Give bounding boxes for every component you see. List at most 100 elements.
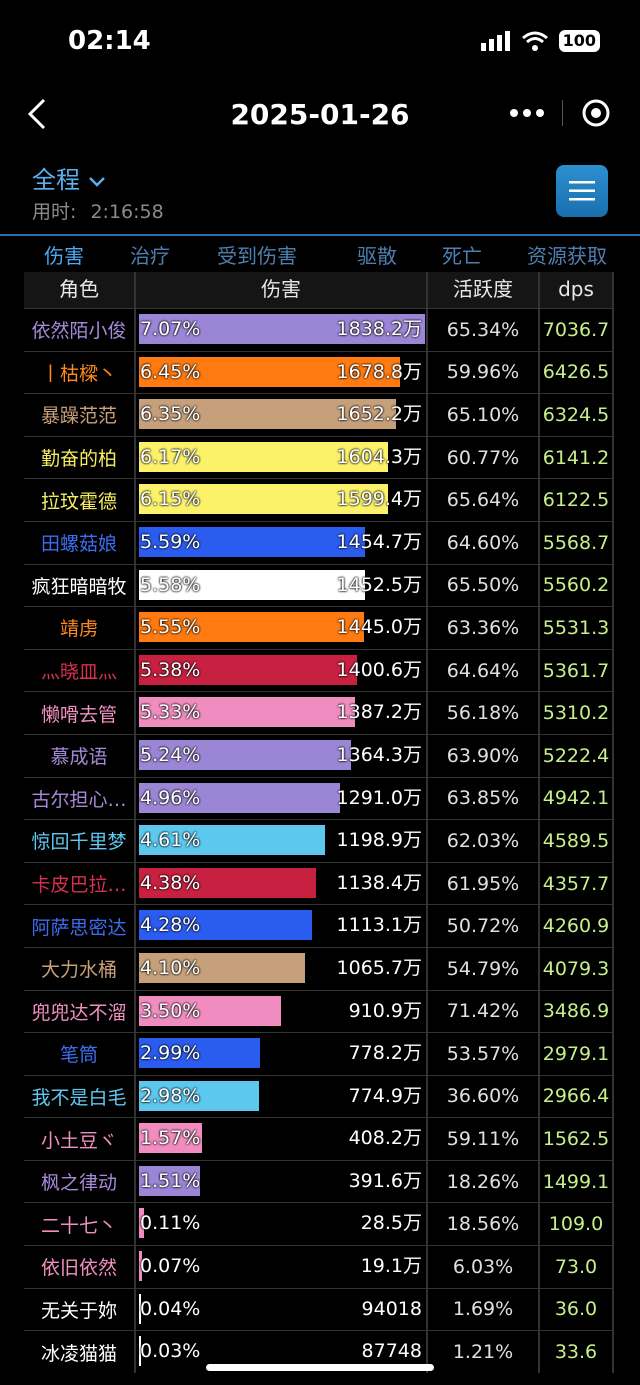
player-name: 兜兜达不溜 (24, 990, 136, 1033)
table-row[interactable]: 慕成语 5.24% 1364.3万 63.90% 5222.4 (24, 733, 614, 777)
dps-value: 5361.7 (540, 649, 614, 692)
tab-death[interactable]: 死亡 (442, 244, 482, 268)
table-row[interactable]: 疯狂暗暗牧 5.58% 1452.5万 65.50% 5560.2 (24, 563, 614, 607)
activity-value: 63.36% (428, 607, 540, 649)
col-role[interactable]: 角色 (24, 272, 136, 308)
damage-percent: 4.38% (140, 871, 201, 894)
damage-cell: 5.55% 1445.0万 (136, 607, 428, 649)
damage-amount: 1291.0万 (336, 786, 422, 809)
player-name: 枫之律动 (24, 1160, 136, 1203)
damage-amount: 1838.2万 (336, 318, 422, 340)
table-row[interactable]: 懒嗗去管 5.33% 1387.2万 56.18% 5310.2 (24, 691, 614, 734)
damage-percent: 2.98% (140, 1084, 201, 1107)
dps-value: 1562.5 (540, 1118, 614, 1160)
player-name: 勤奋的柏 (24, 436, 136, 479)
table-row[interactable]: 拉玟霍德 6.15% 1599.4万 65.64% 6122.5 (24, 478, 614, 521)
col-dps[interactable]: dps (540, 272, 614, 308)
table-row[interactable]: 依旧依然 0.07% 19.1万 6.03% 73.0 (24, 1245, 614, 1288)
activity-value: 54.79% (428, 947, 540, 990)
dps-value: 73.0 (540, 1246, 614, 1288)
activity-value: 63.85% (428, 777, 540, 820)
dps-value: 5310.2 (540, 692, 614, 734)
table-row[interactable]: 无关于妳 0.04% 94018 1.69% 36.0 (24, 1287, 614, 1331)
activity-value: 71.42% (428, 990, 540, 1033)
damage-amount: 94018 (361, 1297, 422, 1320)
damage-cell: 6.45% 1678.8万 (136, 351, 428, 394)
battery-icon: 100 (558, 30, 600, 52)
table-row[interactable]: 勤奋的柏 6.17% 1604.3万 60.77% 6141.2 (24, 435, 614, 479)
damage-cell: 4.38% 1138.4万 (136, 862, 428, 905)
close-target-icon[interactable] (581, 98, 611, 128)
damage-amount: 1604.3万 (336, 445, 422, 468)
table-row[interactable]: 阿萨思密达 4.28% 1113.1万 50.72% 4260.9 (24, 904, 614, 947)
table-row[interactable]: 大力水桶 4.10% 1065.7万 54.79% 4079.3 (24, 946, 614, 990)
damage-cell: 4.10% 1065.7万 (136, 947, 428, 990)
damage-percent: 1.51% (140, 1169, 201, 1192)
damage-percent: 5.33% (140, 701, 201, 724)
dps-value: 4942.1 (540, 777, 614, 820)
damage-cell: 1.51% 391.6万 (136, 1160, 428, 1203)
table-row[interactable]: 冰凌猫猫 0.03% 87748 1.21% 33.6 (24, 1330, 614, 1373)
damage-amount: 1454.7万 (336, 530, 422, 553)
damage-bar (139, 995, 281, 1026)
damage-cell: 0.04% 94018 (136, 1288, 428, 1331)
damage-amount: 1138.4万 (336, 871, 422, 894)
col-activity[interactable]: 活跃度 (428, 272, 540, 308)
damage-bar (139, 825, 326, 856)
dps-value: 5531.3 (540, 607, 614, 649)
dps-value: 109.0 (540, 1203, 614, 1246)
player-name: 无关于妳 (24, 1288, 136, 1331)
tab-resources[interactable]: 资源获取 (527, 244, 607, 268)
damage-cell: 4.28% 1113.1万 (136, 905, 428, 947)
table-row[interactable]: 惊回千里梦 4.61% 1198.9万 62.03% 4589.5 (24, 819, 614, 862)
damage-amount: 87748 (361, 1340, 422, 1363)
damage-amount: 1364.3万 (336, 743, 422, 766)
table-row[interactable]: 古尔担心… 4.96% 1291.0万 63.85% 4942.1 (24, 776, 614, 820)
damage-amount: 1452.5万 (336, 573, 422, 596)
table-row[interactable]: 我不是白毛 2.98% 774.9万 36.60% 2966.4 (24, 1074, 614, 1118)
activity-value: 64.60% (428, 521, 540, 564)
tab-damage-taken[interactable]: 受到伤害 (217, 244, 297, 268)
tab-healing[interactable]: 治疗 (130, 244, 170, 268)
chevron-down-icon (88, 177, 105, 187)
tab-dispel[interactable]: 驱散 (357, 244, 397, 268)
menu-button[interactable] (556, 165, 608, 217)
player-name: 懒嗗去管 (24, 692, 136, 734)
col-damage[interactable]: 伤害 (136, 272, 428, 308)
damage-percent: 4.61% (140, 829, 201, 852)
player-name: 大力水桶 (24, 947, 136, 990)
table-row[interactable]: 靖虏 5.55% 1445.0万 63.36% 5531.3 (24, 606, 614, 649)
dps-value: 6324.5 (540, 394, 614, 436)
tab-damage[interactable]: 伤害 (44, 244, 84, 268)
table-row[interactable]: 卡皮巴拉… 4.38% 1138.4万 61.95% 4357.7 (24, 861, 614, 905)
dps-value: 4589.5 (540, 820, 614, 862)
table-row[interactable]: 笔筒 2.99% 778.2万 53.57% 2979.1 (24, 1032, 614, 1075)
damage-bar (139, 952, 305, 983)
damage-amount: 1198.9万 (336, 829, 422, 852)
table-row[interactable]: 枫之律动 1.51% 391.6万 18.26% 1499.1 (24, 1159, 614, 1203)
activity-value: 65.34% (428, 309, 540, 351)
damage-bar (139, 739, 351, 770)
dps-value: 36.0 (540, 1288, 614, 1331)
table-row[interactable]: 小土豆ヾ 1.57% 408.2万 59.11% 1562.5 (24, 1117, 614, 1160)
damage-bar (139, 654, 357, 685)
player-name: 灬晓皿灬 (24, 649, 136, 692)
damage-cell: 6.15% 1599.4万 (136, 479, 428, 521)
damage-cell: 6.35% 1652.2万 (136, 394, 428, 436)
table-row[interactable]: 兜兜达不溜 3.50% 910.9万 71.42% 3486.9 (24, 989, 614, 1033)
table-row[interactable]: 二十七丶 0.11% 28.5万 18.56% 109.0 (24, 1202, 614, 1246)
more-icon[interactable] (509, 108, 545, 118)
range-selector[interactable]: 全程 (32, 160, 106, 195)
dps-value: 5222.4 (540, 734, 614, 777)
activity-value: 1.69% (428, 1288, 540, 1331)
player-name: 二十七丶 (24, 1203, 136, 1246)
table-row[interactable]: 田螺菇娘 5.59% 1454.7万 64.60% 5568.7 (24, 520, 614, 564)
damage-amount: 1678.8万 (336, 360, 422, 383)
table-row[interactable]: 丨枯樑丶 6.45% 1678.8万 59.96% 6426.5 (24, 350, 614, 394)
table-row[interactable]: 灬晓皿灬 5.38% 1400.6万 64.64% 5361.7 (24, 648, 614, 692)
dps-value: 5568.7 (540, 521, 614, 564)
back-icon[interactable] (26, 96, 48, 132)
table-row[interactable]: 依然陌小俊 7.07% 1838.2万 65.34% 7036.7 (24, 308, 614, 351)
damage-bar (139, 782, 340, 813)
table-row[interactable]: 暴躁范范 6.35% 1652.2万 65.10% 6324.5 (24, 393, 614, 436)
